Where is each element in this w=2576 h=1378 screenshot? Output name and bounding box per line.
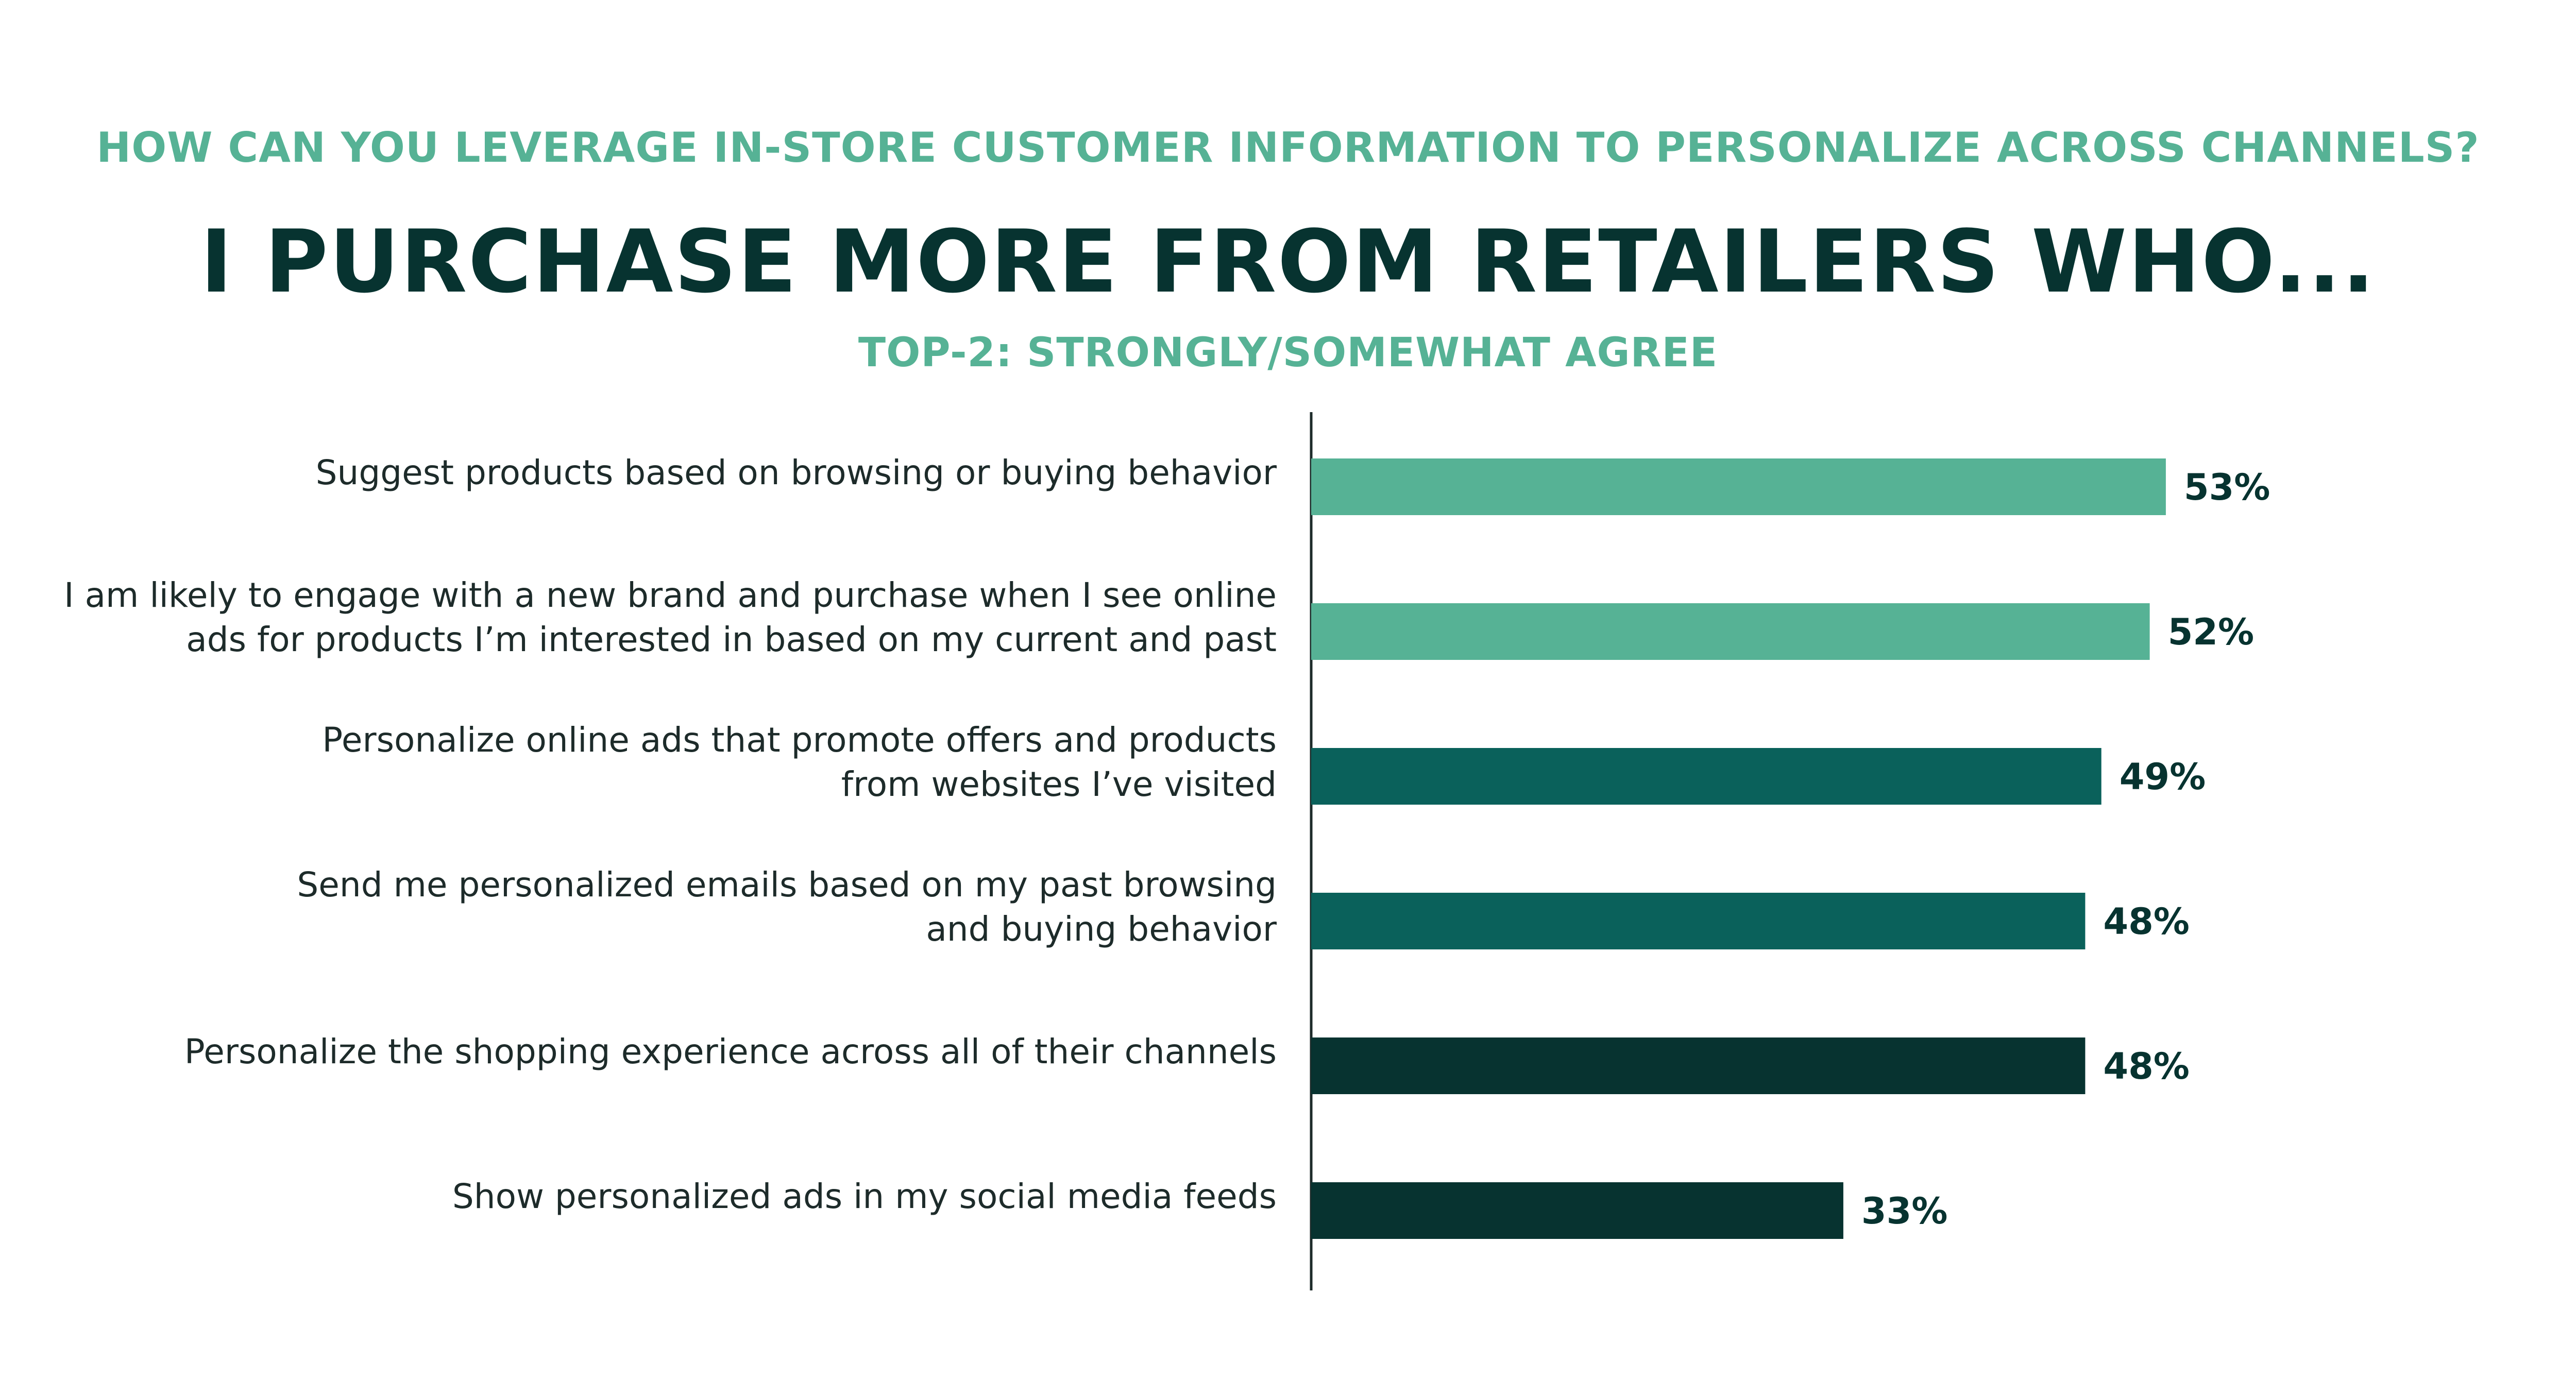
value-label-1: 53% [2184,466,2270,508]
category-label-3: Personalize online ads that promote offe… [322,720,1277,804]
category-label-6: Show personalized ads in my social media… [452,1177,1277,1216]
bar-3 [1311,748,2102,805]
category-label-1: Suggest products based on browsing or bu… [316,453,1277,492]
chart-title: I PURCHASE MORE FROM RETAILERS WHO... [200,211,2376,312]
value-label-6: 33% [1861,1190,1948,1232]
chart-kicker: HOW CAN YOU LEVERAGE IN-STORE CUSTOMER I… [96,124,2480,172]
value-label-5: 48% [2103,1045,2190,1087]
bar-6 [1311,1182,1843,1239]
category-label-4-line-1: Send me personalized emails based on my … [297,865,1277,905]
value-label-2: 52% [2168,611,2255,653]
bar-4 [1311,893,2086,949]
bar-1 [1311,458,2166,515]
category-label-2-line-1: I am likely to engage with a new brand a… [64,575,1277,615]
value-label-3: 49% [2120,756,2206,798]
category-label-5: Personalize the shopping experience acro… [184,1032,1277,1071]
category-label-5-line-1: Personalize the shopping experience acro… [184,1032,1277,1071]
chart-subtitle: TOP-2: STRONGLY/SOMEWHAT AGREE [858,330,1718,376]
category-label-1-line-1: Suggest products based on browsing or bu… [316,453,1277,492]
category-label-3-line-1: Personalize online ads that promote offe… [322,720,1277,760]
value-label-4: 48% [2103,900,2190,943]
category-label-2-line-2: ads for products I’m interested in based… [186,620,1277,659]
bar-5 [1311,1037,2086,1094]
bar-2 [1311,603,2150,660]
category-label-4-line-2: and buying behavior [926,909,1277,949]
category-label-4: Send me personalized emails based on my … [297,865,1277,949]
category-label-2: I am likely to engage with a new brand a… [64,575,1277,659]
category-label-6-line-1: Show personalized ads in my social media… [452,1177,1277,1216]
category-label-3-line-2: from websites I’ve visited [841,764,1277,804]
